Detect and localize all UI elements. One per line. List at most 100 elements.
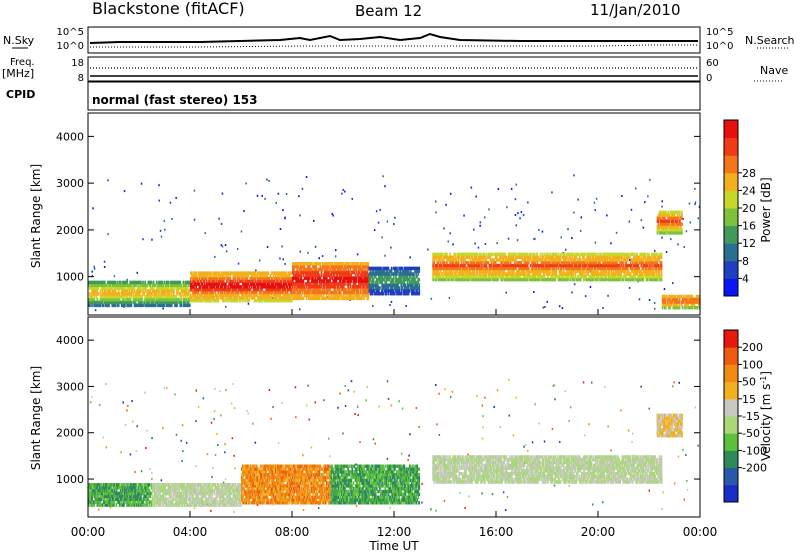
echo-cell <box>239 279 242 284</box>
noise-point <box>516 239 519 242</box>
echo-cell <box>329 279 331 283</box>
echo-cell <box>105 286 107 290</box>
echo-cell <box>165 297 168 302</box>
echo-cell <box>225 271 227 275</box>
echo-cell <box>438 252 441 257</box>
echo-cell <box>304 290 307 295</box>
echo-cell <box>341 273 344 277</box>
echo-cell <box>229 288 231 292</box>
echo-cell <box>210 296 212 300</box>
echo-cell <box>136 289 139 293</box>
echo-cell <box>171 300 174 305</box>
echo-cell <box>278 288 280 292</box>
echo-cell <box>404 269 407 273</box>
echo-cell <box>467 252 469 257</box>
echo-cell <box>290 290 293 295</box>
noise-point <box>519 217 521 220</box>
echo-cell <box>187 303 190 308</box>
echo-cell <box>409 269 412 273</box>
echo-cell <box>282 282 285 286</box>
echo-cell <box>337 262 340 266</box>
echo-cell <box>244 276 246 281</box>
echo-cell <box>229 293 231 297</box>
echo-cell <box>133 286 136 290</box>
noise-point <box>285 193 288 195</box>
echo-cell <box>372 272 375 276</box>
echo-cell <box>183 292 186 296</box>
echo-cell <box>352 267 355 272</box>
echo-cell <box>207 299 209 303</box>
echo-cell <box>197 290 200 295</box>
echo-cell <box>191 274 193 278</box>
echo-cell <box>258 285 260 289</box>
echo-cell <box>199 296 202 300</box>
echo-cell <box>261 288 263 292</box>
noise-point <box>449 232 451 235</box>
echo-cell <box>256 279 259 284</box>
echo-cell <box>129 286 132 290</box>
echo-cell <box>101 303 104 308</box>
echo-cell <box>344 276 346 280</box>
echo-cell <box>314 262 316 266</box>
echo-cell <box>368 283 371 287</box>
echo-cell <box>279 282 281 286</box>
echo-cell <box>145 286 148 290</box>
noise-point <box>220 222 223 225</box>
echo-cell <box>169 303 172 308</box>
echo-cell <box>277 293 279 297</box>
echo-cell <box>269 279 272 284</box>
echo-cell <box>177 283 179 288</box>
echo-cell <box>341 270 344 275</box>
echo-cell <box>436 261 439 265</box>
echo-cell <box>385 289 388 293</box>
echo-cell <box>191 296 193 300</box>
echo-cell <box>413 272 415 276</box>
echo-cell <box>246 293 248 297</box>
echo-cell <box>331 285 333 289</box>
echo-cell <box>405 292 408 296</box>
echo-cell <box>116 295 119 299</box>
echo-cell <box>108 295 110 299</box>
echo-cell <box>343 276 345 280</box>
echo-cell <box>136 280 139 285</box>
echo-cell <box>395 277 397 282</box>
echo-cell <box>201 293 204 297</box>
echo-cell <box>351 290 354 295</box>
echo-cell <box>142 283 144 288</box>
echo-cell <box>295 296 297 301</box>
echo-cell <box>320 293 323 298</box>
echo-cell <box>366 285 369 289</box>
noise-point <box>214 255 216 258</box>
echo-cell <box>95 292 98 296</box>
noise-point <box>647 195 649 198</box>
echo-cell <box>462 269 464 273</box>
echo-cell <box>363 290 365 295</box>
echo-cell <box>147 300 150 305</box>
echo-cell <box>412 277 414 282</box>
echo-cell <box>265 296 268 300</box>
echo-cell <box>360 279 362 283</box>
echo-cell <box>285 274 288 278</box>
echo-cell <box>205 285 208 289</box>
echo-cell <box>132 283 135 288</box>
echo-cell <box>438 277 441 282</box>
echo-cell <box>266 279 269 284</box>
echo-cell <box>264 279 267 284</box>
echo-cell <box>323 262 326 266</box>
noise-point <box>630 208 633 211</box>
echo-cell <box>261 271 263 275</box>
noise-point <box>514 198 517 201</box>
echo-cell <box>363 285 365 289</box>
echo-cell <box>407 266 410 271</box>
noise-point <box>123 190 126 193</box>
echo-cell <box>103 295 106 299</box>
echo-cell <box>248 271 251 275</box>
echo-cell <box>222 282 225 286</box>
echo-cell <box>328 296 330 301</box>
echo-cell <box>180 286 183 290</box>
echo-cell <box>375 283 378 287</box>
noise-point <box>93 267 96 270</box>
echo-cell <box>262 293 264 297</box>
echo-cell <box>272 271 275 275</box>
echo-cell <box>161 286 163 290</box>
